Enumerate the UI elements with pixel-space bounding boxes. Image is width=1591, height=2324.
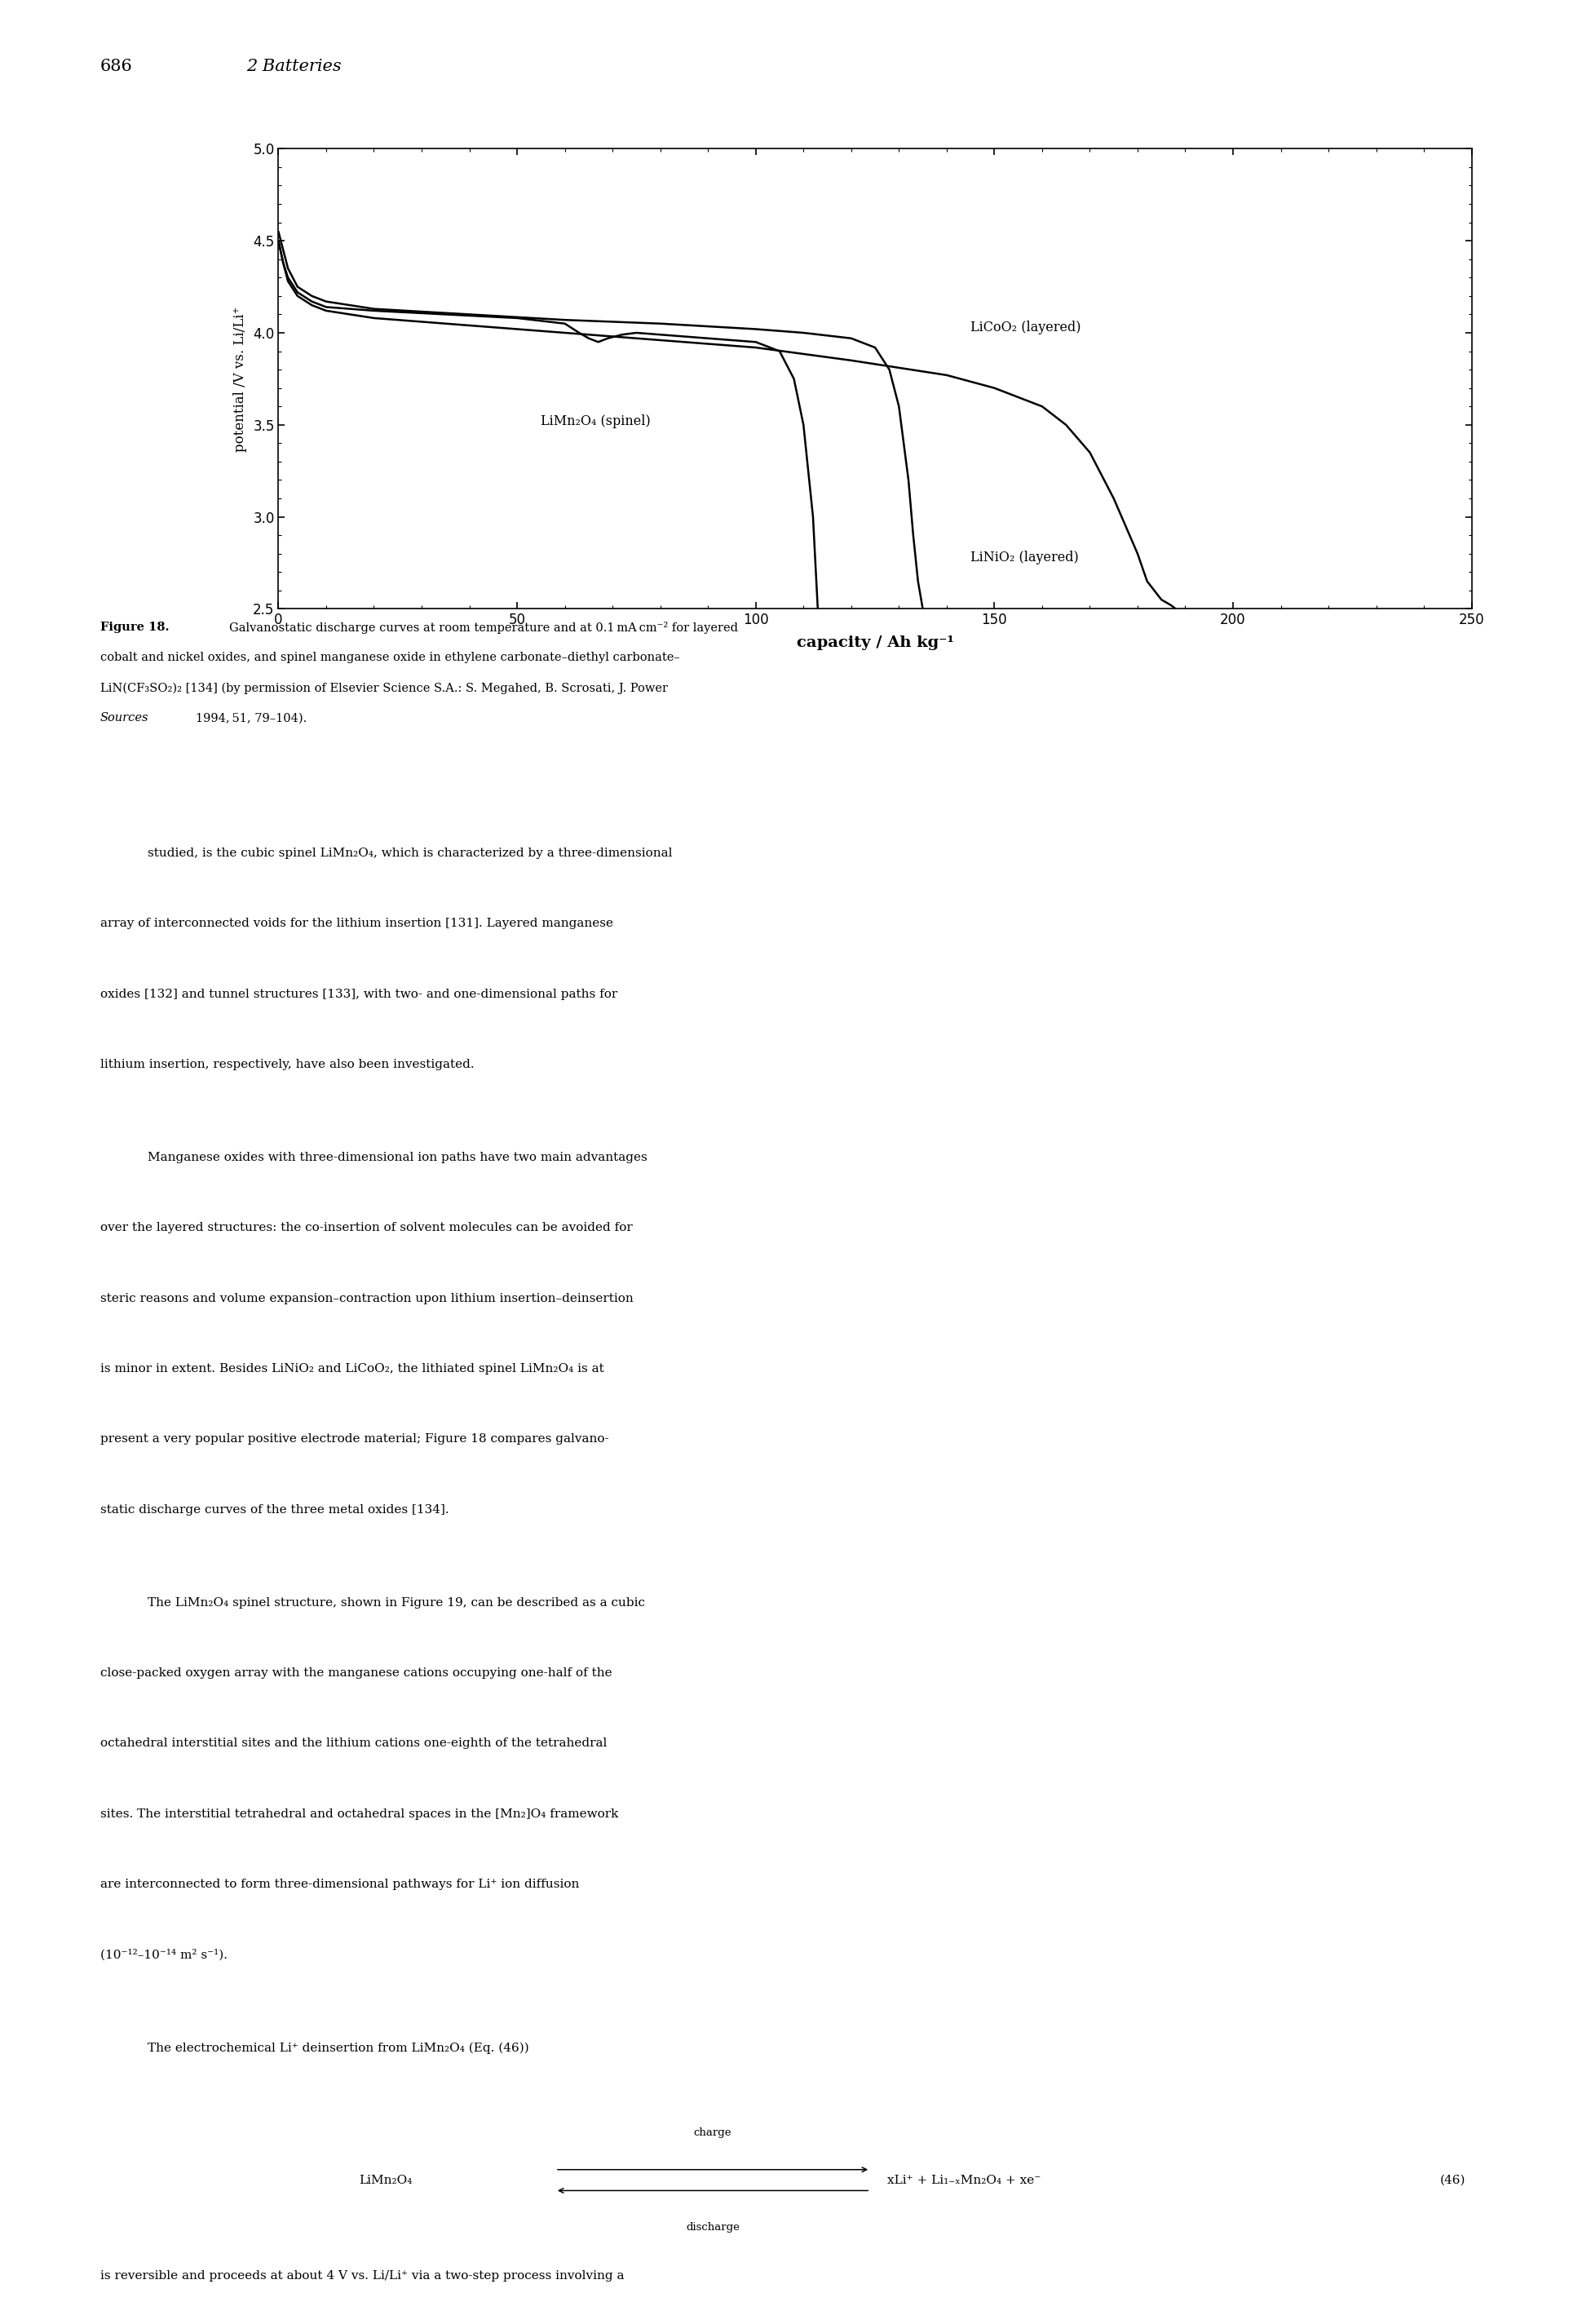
Text: close-packed oxygen array with the manganese cations occupying one-half of the: close-packed oxygen array with the manga… bbox=[100, 1666, 613, 1678]
Text: LiMn₂O₄ (spinel): LiMn₂O₄ (spinel) bbox=[541, 414, 651, 428]
Text: (10⁻¹²–10⁻¹⁴ m² s⁻¹).: (10⁻¹²–10⁻¹⁴ m² s⁻¹). bbox=[100, 1950, 228, 1961]
Text: Figure 18.: Figure 18. bbox=[100, 623, 169, 632]
Text: present a very popular positive electrode material; Figure 18 compares galvano-: present a very popular positive electrod… bbox=[100, 1434, 609, 1446]
Text: static discharge curves of the three metal oxides [134].: static discharge curves of the three met… bbox=[100, 1504, 449, 1515]
Text: LiN(CF₃SO₂)₂ [134] (by permission of Elsevier Science S.A.: S. Megahed, B. Scros: LiN(CF₃SO₂)₂ [134] (by permission of Els… bbox=[100, 683, 668, 695]
Text: oxides [132] and tunnel structures [133], with two- and one-dimensional paths fo: oxides [132] and tunnel structures [133]… bbox=[100, 988, 617, 999]
Text: The electrochemical Li⁺ deinsertion from LiMn₂O₄ (Eq. (46)): The electrochemical Li⁺ deinsertion from… bbox=[148, 2043, 530, 2054]
Text: charge: charge bbox=[694, 2126, 732, 2138]
Text: is minor in extent. Besides LiNiO₂ and LiCoO₂, the lithiated spinel LiMn₂O₄ is a: is minor in extent. Besides LiNiO₂ and L… bbox=[100, 1364, 605, 1373]
Text: 686: 686 bbox=[100, 58, 132, 74]
Text: 2 Batteries: 2 Batteries bbox=[247, 58, 342, 74]
Text: is reversible and proceeds at about 4 V vs. Li/Li⁺ via a two-step process involv: is reversible and proceeds at about 4 V … bbox=[100, 2271, 624, 2282]
Text: cobalt and nickel oxides, and spinel manganese oxide in ethylene carbonate–dieth: cobalt and nickel oxides, and spinel man… bbox=[100, 653, 679, 662]
Text: over the layered structures: the co-insertion of solvent molecules can be avoide: over the layered structures: the co-inse… bbox=[100, 1222, 633, 1234]
Text: Galvanostatic discharge curves at room temperature and at 0.1 mA cm⁻² for layere: Galvanostatic discharge curves at room t… bbox=[229, 623, 738, 634]
Text: 1994, 51, 79–104).: 1994, 51, 79–104). bbox=[196, 713, 307, 723]
Text: xLi⁺ + Li₁₋ₓMn₂O₄ + xe⁻: xLi⁺ + Li₁₋ₓMn₂O₄ + xe⁻ bbox=[888, 2175, 1041, 2187]
Text: The LiMn₂O₄ spinel structure, shown in Figure 19, can be described as a cubic: The LiMn₂O₄ spinel structure, shown in F… bbox=[148, 1597, 646, 1608]
Text: discharge: discharge bbox=[686, 2222, 740, 2233]
Text: LiMn₂O₄: LiMn₂O₄ bbox=[360, 2175, 412, 2187]
Text: sites. The interstitial tetrahedral and octahedral spaces in the [Mn₂]O₄ framewo: sites. The interstitial tetrahedral and … bbox=[100, 1808, 619, 1820]
Text: steric reasons and volume expansion–contraction upon lithium insertion–deinserti: steric reasons and volume expansion–cont… bbox=[100, 1292, 633, 1304]
X-axis label: capacity / Ah kg⁻¹: capacity / Ah kg⁻¹ bbox=[797, 634, 953, 651]
Text: octahedral interstitial sites and the lithium cations one-eighth of the tetrahed: octahedral interstitial sites and the li… bbox=[100, 1738, 606, 1750]
Text: array of interconnected voids for the lithium insertion [131]. Layered manganese: array of interconnected voids for the li… bbox=[100, 918, 613, 930]
Text: (46): (46) bbox=[1440, 2175, 1465, 2187]
Text: Sources: Sources bbox=[100, 713, 148, 723]
Text: LiNiO₂ (layered): LiNiO₂ (layered) bbox=[971, 551, 1079, 565]
Text: Manganese oxides with three-dimensional ion paths have two main advantages: Manganese oxides with three-dimensional … bbox=[148, 1153, 648, 1164]
Text: are interconnected to form three-dimensional pathways for Li⁺ ion diffusion: are interconnected to form three-dimensi… bbox=[100, 1878, 579, 1889]
Text: studied, is the cubic spinel LiMn₂O₄, which is characterized by a three-dimensio: studied, is the cubic spinel LiMn₂O₄, wh… bbox=[148, 848, 673, 860]
Y-axis label: potential /V vs. Li/Li⁺: potential /V vs. Li/Li⁺ bbox=[234, 307, 247, 451]
Text: lithium insertion, respectively, have also been investigated.: lithium insertion, respectively, have al… bbox=[100, 1060, 474, 1071]
Text: LiCoO₂ (layered): LiCoO₂ (layered) bbox=[971, 321, 1080, 335]
